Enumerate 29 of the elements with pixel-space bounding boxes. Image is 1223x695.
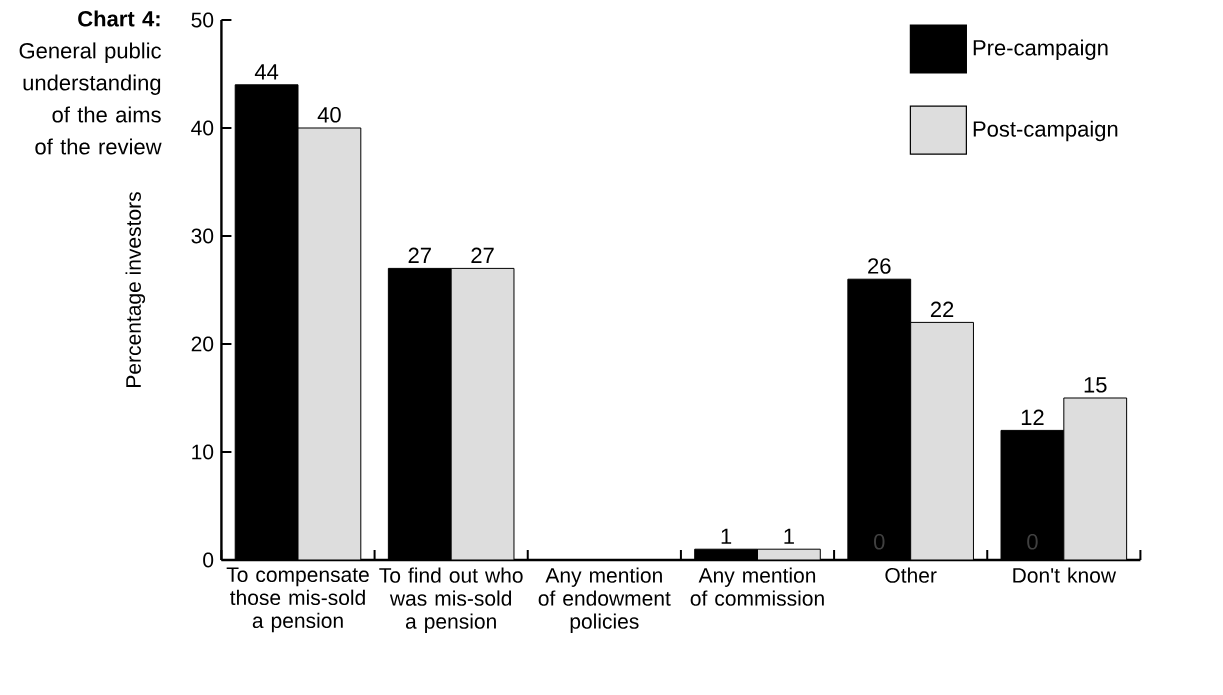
legend-label: Post-campaign (973, 120, 1118, 142)
data-label: 1 (721, 528, 732, 544)
y-tick-label: 20 (191, 336, 214, 352)
annotation: 0 (874, 534, 885, 550)
legend-label: Pre-campaign (973, 39, 1108, 60)
data-label: 26 (868, 258, 891, 274)
y-axis-title: Percentage investors (125, 192, 146, 387)
data-label: 1 (784, 528, 794, 544)
x-tick-label: Any mention of commission (690, 567, 824, 606)
x-tick-label: Other (885, 567, 937, 583)
data-label: 15 (1084, 377, 1107, 393)
y-tick-label: 50 (191, 12, 214, 28)
x-tick-label: To compensate those mis-sold a pension (226, 567, 369, 633)
annotation: 0 (1027, 534, 1038, 550)
x-tick-label: To find out who was mis-sold a pension (379, 567, 523, 633)
y-tick-label: 40 (191, 120, 214, 136)
y-tick-label: 30 (191, 228, 214, 244)
y-tick-label: 10 (192, 444, 214, 460)
x-tick-label: Don't know (1013, 567, 1117, 583)
data-label: 44 (254, 64, 279, 80)
y-tick-label: 0 (203, 552, 214, 568)
data-label: 40 (317, 107, 341, 123)
data-label: 22 (930, 301, 954, 317)
chart-title: Chart 4: (78, 10, 160, 27)
data-label: 27 (471, 247, 494, 263)
data-label: 27 (408, 247, 431, 263)
data-label: 12 (1021, 409, 1044, 425)
x-tick-label: Any mention of endowment policies (538, 567, 671, 633)
text: General public understanding of the aims of the review (19, 42, 162, 155)
